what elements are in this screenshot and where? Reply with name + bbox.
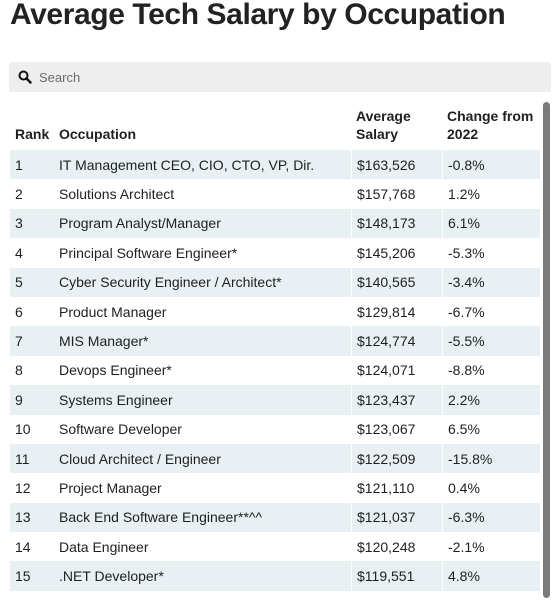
search-input[interactable] [39, 62, 539, 92]
change-cell: -5.5% [442, 326, 540, 356]
change-cell: -2.1% [442, 532, 540, 562]
occupation-cell: Solutions Architect [59, 186, 175, 203]
salary-cell: $121,037 [351, 502, 442, 533]
occupation-cell: Product Manager [59, 303, 167, 320]
rank-cell: 1 [15, 156, 23, 173]
change-cell: -6.7% [442, 296, 540, 327]
salary-cell: $157,768 [351, 179, 442, 209]
table-row: 10 Software Developer $123,067 6.5% [10, 414, 540, 444]
occupation-cell: Program Analyst/Manager [59, 215, 221, 232]
occupation-cell: Systems Engineer [59, 391, 173, 408]
change-cell: -3.4% [442, 267, 540, 297]
table-row: 14 Data Engineer $120,248 -2.1% [10, 532, 540, 562]
rank-cell: 9 [15, 391, 23, 408]
salary-cell: $163,526 [351, 150, 442, 180]
rank-cell: 13 [15, 509, 31, 526]
change-cell: 2.2% [442, 385, 540, 415]
change-cell: 1.2% [442, 179, 540, 209]
change-cell: -15.8% [442, 443, 540, 474]
occupation-cell: Back End Software Engineer**^^ [59, 509, 263, 526]
occupation-cell: .NET Developer* [59, 568, 164, 585]
page-title: Average Tech Salary by Occupation [10, 0, 506, 31]
table-row: 6 Product Manager $129,814 -6.7% [10, 296, 540, 327]
occupation-cell: Cloud Architect / Engineer [59, 450, 221, 467]
change-cell: 0.4% [442, 473, 540, 503]
table-row: 2 Solutions Architect $157,768 1.2% [10, 179, 540, 209]
rank-cell: 5 [15, 274, 23, 291]
change-cell: 6.5% [442, 414, 540, 444]
salary-cell: $123,067 [351, 414, 442, 444]
table-row: 15 .NET Developer* $119,551 4.8% [10, 561, 540, 591]
rank-cell: 2 [15, 186, 23, 203]
table-row: 4 Principal Software Engineer* $145,206 -5.… [10, 238, 540, 268]
rank-cell: 3 [15, 215, 23, 232]
salary-cell: $145,206 [351, 238, 442, 268]
rank-cell: 6 [15, 303, 23, 320]
occupation-cell: Principal Software Engineer* [59, 244, 238, 261]
salary-cell: $119,551 [351, 561, 442, 591]
salary-table: Rank Occupation Average Salary Change fr… [10, 108, 540, 591]
occupation-cell: Project Manager [59, 479, 162, 496]
header-rank[interactable]: Rank [15, 126, 50, 142]
rank-cell: 14 [15, 538, 31, 555]
salary-cell: $124,774 [351, 326, 442, 356]
table-row: 7 MIS Manager* $124,774 -5.5% [10, 326, 540, 356]
table-row: 9 Systems Engineer $123,437 2.2% [10, 385, 540, 415]
rank-cell: 7 [15, 333, 23, 350]
table-row: 13 Back End Software Engineer**^^ $121,037… [10, 502, 540, 533]
salary-cell: $140,565 [351, 267, 442, 297]
salary-cell: $148,173 [351, 208, 442, 239]
table-row: 5 Cyber Security Engineer / Architect* $14… [10, 267, 540, 297]
salary-cell: $129,814 [351, 296, 442, 327]
occupation-cell: Devops Engineer* [59, 362, 172, 379]
search-bar[interactable] [9, 62, 551, 92]
table-row: 12 Project Manager $121,110 0.4% [10, 473, 540, 503]
change-cell: -6.3% [442, 502, 540, 533]
rank-cell: 11 [15, 450, 30, 467]
occupation-cell: IT Management CEO, CIO, CTO, VP, Dir. [59, 156, 315, 173]
rank-cell: 12 [15, 479, 31, 496]
salary-cell: $124,071 [351, 355, 442, 386]
salary-cell: $123,437 [351, 385, 442, 415]
occupation-cell: Software Developer [59, 421, 182, 438]
rank-cell: 10 [15, 421, 31, 438]
change-cell: -8.8% [442, 355, 540, 386]
salary-cell: $122,509 [351, 443, 442, 474]
rank-cell: 4 [15, 244, 23, 261]
vertical-scrollbar[interactable] [543, 102, 550, 598]
occupation-cell: MIS Manager* [59, 333, 149, 350]
change-cell: 4.8% [442, 561, 540, 591]
table-header-row: Rank Occupation Average Salary Change fr… [10, 108, 540, 150]
header-change-from-2022[interactable]: Change from 2022 [447, 108, 534, 142]
header-occupation[interactable]: Occupation [59, 126, 137, 142]
table-row: 8 Devops Engineer* $124,071 -8.8% [10, 355, 540, 386]
rank-cell: 8 [15, 362, 23, 379]
rank-cell: 15 [15, 568, 31, 585]
table-row: 3 Program Analyst/Manager $148,173 6.1% [10, 208, 540, 239]
table-row: 11 Cloud Architect / Engineer $122,509 -15.… [10, 443, 540, 474]
change-cell: -5.3% [442, 238, 540, 268]
change-cell: 6.1% [442, 208, 540, 239]
occupation-cell: Cyber Security Engineer / Architect* [59, 274, 282, 291]
change-cell: -0.8% [442, 150, 540, 180]
search-icon [18, 70, 32, 84]
table-row: 1 IT Management CEO, CIO, CTO, VP, Dir. $1… [10, 150, 540, 180]
salary-cell: $121,110 [351, 473, 442, 503]
occupation-cell: Data Engineer [59, 538, 149, 555]
header-average-salary[interactable]: Average Salary [356, 108, 411, 142]
salary-cell: $120,248 [351, 532, 442, 562]
